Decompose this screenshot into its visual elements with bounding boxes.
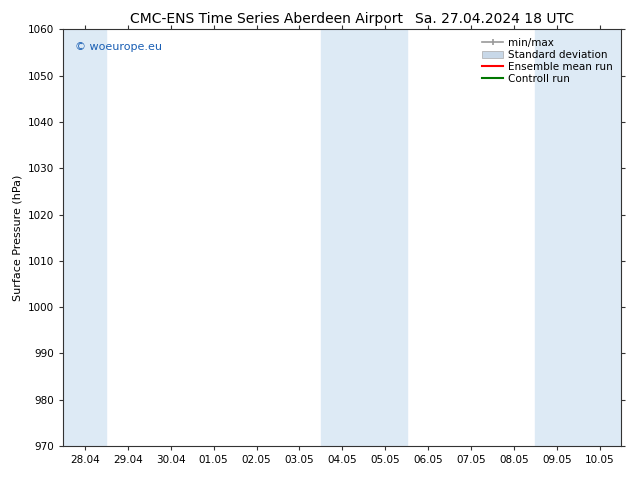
Text: Sa. 27.04.2024 18 UTC: Sa. 27.04.2024 18 UTC: [415, 12, 574, 26]
Y-axis label: Surface Pressure (hPa): Surface Pressure (hPa): [13, 174, 23, 301]
Bar: [321, 29, 407, 446]
Bar: [536, 29, 621, 446]
Legend: min/max, Standard deviation, Ensemble mean run, Controll run: min/max, Standard deviation, Ensemble me…: [479, 35, 616, 87]
Text: CMC-ENS Time Series Aberdeen Airport: CMC-ENS Time Series Aberdeen Airport: [130, 12, 403, 26]
Bar: [63, 29, 107, 446]
Text: © woeurope.eu: © woeurope.eu: [75, 42, 162, 52]
